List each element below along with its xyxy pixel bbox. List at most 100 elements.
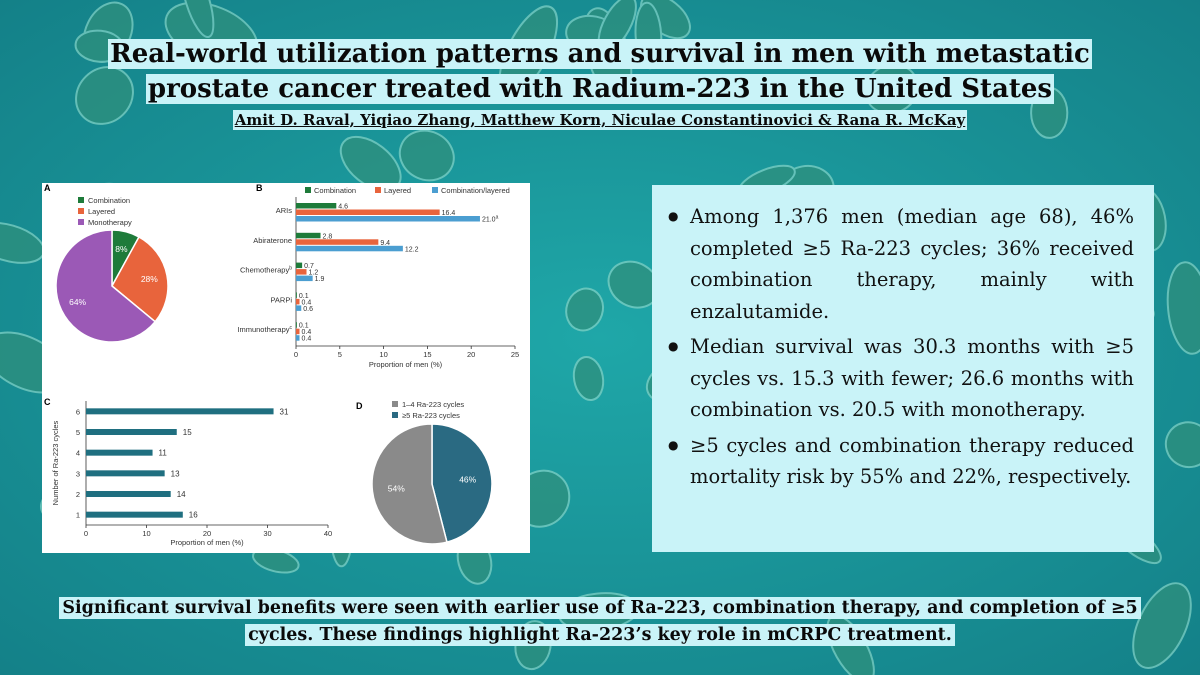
x-tick-label: 30 [263, 529, 271, 538]
bar-value-label: 0.4 [302, 299, 312, 306]
pie-label: 64% [69, 297, 86, 307]
bar-value-label: 0.1 [299, 293, 309, 300]
bar [296, 328, 300, 335]
x-tick-label: 0 [294, 350, 298, 359]
legend-label: ≥5 Ra-223 cycles [402, 411, 460, 420]
x-tick-label: 25 [511, 350, 519, 359]
category-label: 6 [76, 407, 80, 416]
title-text: Real-world utilization patterns and surv… [108, 39, 1092, 104]
key-findings-list: Among 1,376 men (median age 68), 46% com… [668, 201, 1134, 493]
bar [296, 262, 303, 269]
category-superscript: c [290, 325, 293, 331]
x-tick-label: 40 [324, 529, 332, 538]
bar-value-label: 9.4 [380, 240, 390, 247]
x-axis-label: Proportion of men (%) [369, 360, 443, 369]
x-tick-label: 10 [379, 350, 387, 359]
category-label: 5 [76, 428, 80, 437]
pie-slice [431, 423, 493, 544]
bar-value-label: 12.2 [405, 246, 419, 253]
bar [296, 239, 379, 245]
pie-slice [111, 235, 169, 323]
bar [296, 322, 297, 328]
panel-letter: C [44, 397, 51, 407]
legend-swatch [392, 412, 398, 418]
category-label: 1 [76, 511, 80, 520]
background-cell [565, 287, 605, 332]
panel-letter: B [256, 183, 263, 193]
bar [296, 209, 440, 215]
bar [86, 429, 177, 435]
legend-label: Monotherapy [88, 218, 132, 227]
legend-swatch [305, 187, 311, 193]
figure-panel: A Combination Layered Monotherapy 8% 28% 64% B C… [42, 183, 530, 553]
legend-swatch [78, 208, 84, 214]
legend-swatch [78, 219, 84, 225]
x-axis-label: Proportion of men (%) [170, 538, 244, 547]
bar [86, 408, 274, 415]
category-label: Chemotherapyb [240, 266, 292, 275]
bar-value-label: 13 [171, 469, 180, 478]
pie-slice [371, 423, 448, 545]
background-cell [1132, 582, 1192, 669]
bar-value-label: 31 [280, 407, 289, 416]
bar-value-label: 0.4 [302, 336, 312, 343]
bar [296, 269, 307, 275]
pie-slice [55, 229, 157, 343]
legend-label: Combination/layered [441, 186, 510, 195]
category-label: 3 [76, 469, 80, 478]
legend-label: Layered [384, 186, 411, 195]
legend-label: Combination [88, 196, 130, 205]
bar [296, 203, 337, 209]
y-axis-label: Number of Ra-223 cycles [51, 420, 60, 505]
bar-value-label: 11 [159, 449, 168, 458]
bar [296, 305, 302, 311]
bar-value-label: 21.0a [482, 215, 499, 224]
bar-superscript: a [496, 215, 499, 221]
bar-value-label: 15 [183, 428, 192, 437]
authors-text[interactable]: Amit D. Raval, Yiqiao Zhang, Matthew Kor… [232, 110, 968, 130]
pie-label: 28% [141, 274, 158, 284]
legend-label: 1–4 Ra-223 cycles [402, 400, 464, 409]
category-label: ARIs [276, 206, 293, 215]
legend-label: Layered [88, 207, 115, 216]
background-cell [180, 0, 215, 39]
pie-label: 54% [388, 484, 405, 494]
bar-value-label: 4.6 [338, 204, 348, 211]
bar [296, 275, 313, 282]
finding-item: Median survival was 30.3 months with ≥5 … [668, 331, 1134, 426]
background-cell [398, 129, 455, 182]
bar-value-label: 16.4 [442, 210, 456, 217]
background-cell [75, 66, 134, 125]
bar [296, 298, 300, 305]
panel-letter: D [356, 401, 363, 411]
bar [296, 292, 297, 298]
bar-value-label: 1.2 [309, 270, 319, 277]
finding-item: ≥5 cycles and combination therapy reduce… [668, 430, 1134, 493]
x-tick-label: 15 [423, 350, 431, 359]
category-label: 2 [76, 490, 80, 499]
bar-value-label: 14 [177, 490, 186, 499]
background-cell [1166, 261, 1200, 355]
panel-letter: A [44, 183, 51, 193]
page-title: Real-world utilization patterns and surv… [100, 37, 1100, 107]
x-tick-label: 10 [142, 529, 150, 538]
bar-value-label: 0.1 [299, 323, 309, 330]
bar-value-label: 16 [189, 511, 198, 520]
bar-value-label: 2.8 [323, 233, 333, 240]
conclusion-text: Significant survival benefits were seen … [30, 595, 1170, 649]
bar-value-label: 0.4 [302, 329, 312, 336]
legend-swatch [432, 187, 438, 193]
legend-swatch [392, 401, 398, 407]
bar [296, 216, 480, 222]
legend-swatch [78, 197, 84, 203]
bar [86, 470, 165, 477]
bar [86, 491, 171, 497]
figure-charts: A Combination Layered Monotherapy 8% 28% 64% B C… [44, 183, 519, 547]
bar-value-label: 0.7 [304, 263, 314, 270]
bar [86, 449, 153, 456]
conclusion-highlight: Significant survival benefits were seen … [59, 597, 1141, 646]
pie-label: 46% [459, 474, 476, 484]
finding-item: Among 1,376 men (median age 68), 46% com… [668, 201, 1134, 327]
category-label: 4 [76, 449, 80, 458]
authors-line: Amit D. Raval, Yiqiao Zhang, Matthew Kor… [100, 110, 1100, 130]
